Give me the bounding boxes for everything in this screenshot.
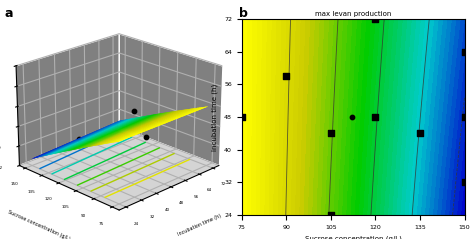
Point [327,213,335,217]
Point [461,50,468,54]
Text: a: a [5,7,13,20]
X-axis label: Incubation time (h): Incubation time (h) [177,213,222,237]
Point [348,115,356,119]
Title: max levan production: max levan production [315,11,392,17]
Point [372,115,379,119]
Point [238,115,246,119]
Point [416,131,424,135]
Y-axis label: Incubation time (h): Incubation time (h) [212,83,219,151]
Point [372,17,379,21]
Point [461,115,468,119]
Point [327,131,335,135]
Point [283,74,290,78]
X-axis label: Sucrose concentration (g/L): Sucrose concentration (g/L) [305,235,401,239]
Point [461,180,468,184]
Y-axis label: Sucrose concentration (g/L): Sucrose concentration (g/L) [7,209,71,239]
Text: b: b [239,7,248,20]
